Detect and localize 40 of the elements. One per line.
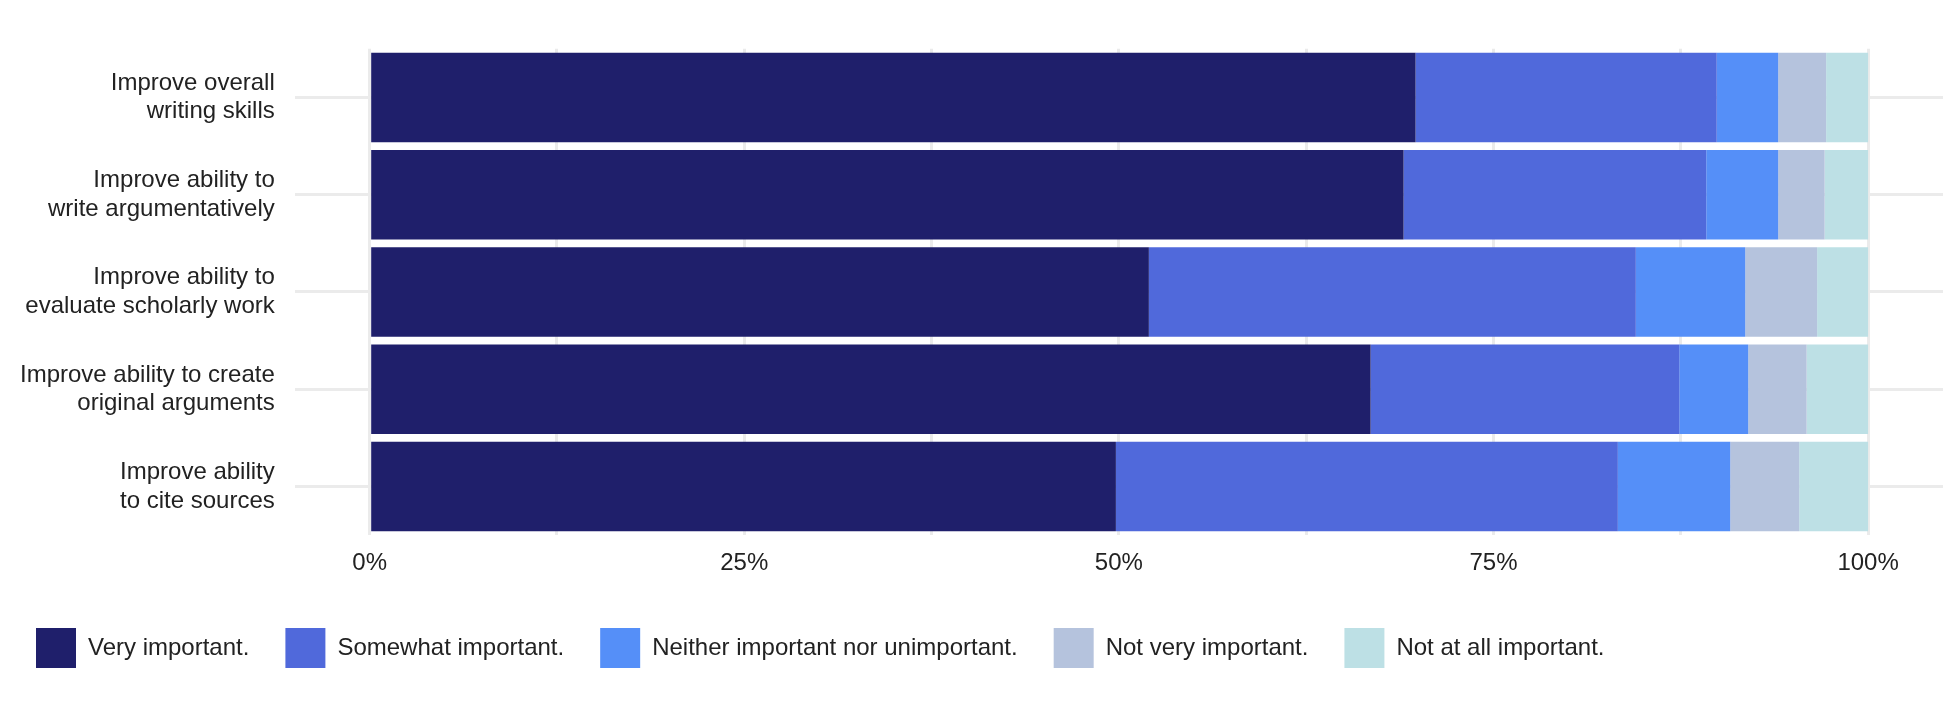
x-tick-label: 75% xyxy=(1469,548,1518,576)
x-tick-label: 50% xyxy=(1094,548,1143,576)
y-tick-label: Improve ability to cite sources xyxy=(120,456,275,513)
bar xyxy=(1115,441,1618,532)
y-tick-label: Improve ability to create original arguments xyxy=(20,359,275,416)
x-tick-label: 0% xyxy=(352,548,388,576)
bar xyxy=(1716,52,1779,143)
y-tick-label: Improve overall writing skills xyxy=(110,67,275,124)
bar xyxy=(1370,344,1680,435)
legend-label: Neither important nor unimportant. xyxy=(652,632,1018,660)
y-tick-label: Improve ability to evaluate scholarly work xyxy=(25,262,276,319)
y-tick-label: Improve ability to write argumentatively xyxy=(47,164,275,221)
bar xyxy=(1635,247,1746,337)
bar xyxy=(1778,52,1827,143)
bar xyxy=(1817,247,1869,337)
bar xyxy=(1799,441,1869,532)
bar xyxy=(1806,344,1869,435)
bar xyxy=(1415,52,1717,143)
bar xyxy=(1148,247,1636,337)
bar xyxy=(1679,344,1749,435)
bar xyxy=(371,247,1149,337)
legend-label: Very important. xyxy=(88,632,250,660)
bar xyxy=(1403,149,1707,240)
bar xyxy=(371,344,1371,435)
bar xyxy=(1824,149,1869,240)
bar xyxy=(1748,344,1807,435)
bar xyxy=(1745,247,1818,337)
bar xyxy=(1778,149,1825,240)
bar xyxy=(1826,52,1869,143)
legend-label: Somewhat important. xyxy=(337,632,565,660)
bar xyxy=(371,441,1116,532)
legend-label: Not at all important. xyxy=(1396,632,1605,660)
x-tick-label: 100% xyxy=(1837,548,1899,576)
x-tick-label: 25% xyxy=(720,548,769,576)
bar xyxy=(1706,149,1779,240)
bar xyxy=(1617,441,1731,532)
bar xyxy=(371,52,1416,143)
legend-label: Not very important. xyxy=(1105,632,1309,660)
bar xyxy=(371,149,1404,240)
bar xyxy=(1730,441,1800,532)
